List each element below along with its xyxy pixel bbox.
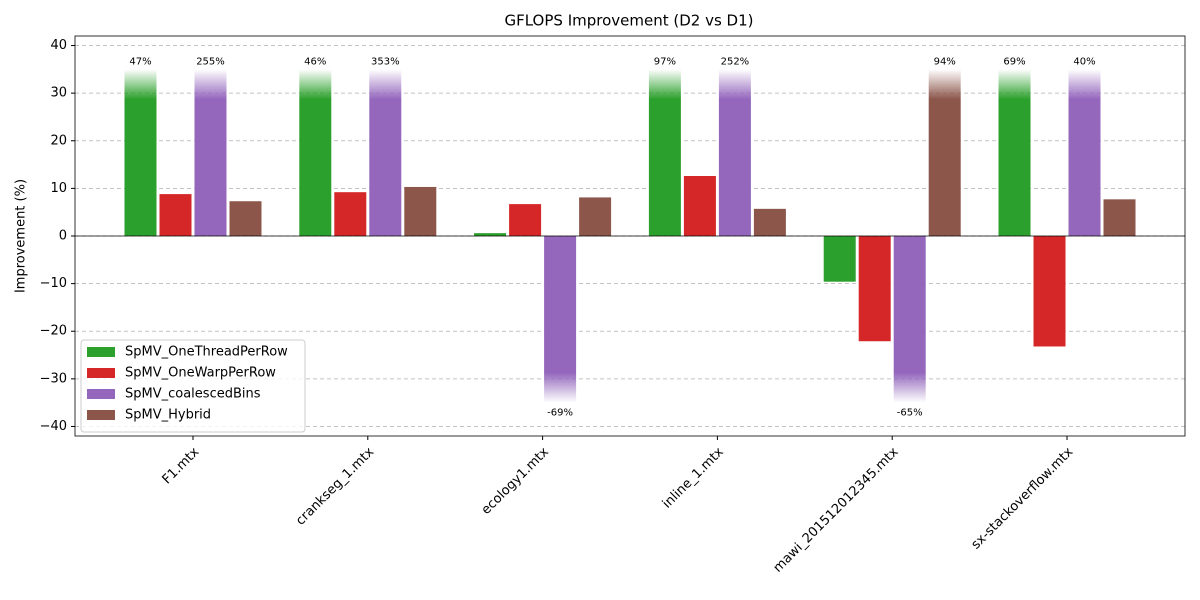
bar	[229, 201, 262, 236]
x-tick-label: ecology1.mtx	[479, 444, 552, 517]
legend-swatch	[87, 410, 115, 420]
y-tick-label: 40	[50, 38, 67, 53]
value-label: 94%	[934, 56, 956, 67]
y-axis-label: Improvement (%)	[14, 179, 29, 293]
value-label: 40%	[1073, 56, 1095, 67]
bar	[334, 192, 367, 236]
bar	[194, 69, 227, 236]
x-tick-label: F1.mtx	[160, 444, 203, 487]
y-tick-label: 30	[50, 86, 67, 101]
y-tick-label: −20	[40, 324, 67, 339]
legend-swatch	[87, 347, 115, 357]
value-label: -65%	[897, 408, 923, 419]
bar	[1103, 199, 1136, 236]
bar	[509, 204, 542, 236]
value-label: 252%	[721, 56, 750, 67]
bar	[998, 69, 1031, 236]
bar	[718, 69, 751, 236]
bar	[1068, 69, 1101, 236]
x-tick-label: sx-stackoverflow.mtx	[969, 444, 1077, 552]
value-label: 69%	[1003, 56, 1025, 67]
value-label: 353%	[371, 56, 400, 67]
legend-label: SpMV_OneWarpPerRow	[125, 366, 276, 381]
bar	[858, 236, 891, 342]
value-label: 97%	[654, 56, 676, 67]
y-tick-label: 10	[50, 181, 67, 196]
bar	[474, 233, 507, 236]
bar	[753, 208, 786, 236]
chart-title: GFLOPS Improvement (D2 vs D1)	[504, 12, 753, 30]
legend: SpMV_OneThreadPerRow SpMV_OneWarpPerRow Sp…	[80, 339, 306, 433]
y-tick-label: −10	[40, 276, 67, 291]
bar	[299, 69, 332, 236]
y-tick-label: 0	[59, 229, 67, 244]
bar	[579, 197, 612, 236]
bar	[369, 69, 402, 236]
legend-swatch	[87, 389, 115, 399]
bar	[928, 69, 961, 236]
bar	[404, 186, 437, 236]
bar	[124, 69, 157, 236]
legend-label: SpMV_Hybrid	[125, 408, 211, 423]
value-label: 255%	[196, 56, 225, 67]
bar	[544, 236, 577, 403]
value-label: -69%	[547, 408, 573, 419]
legend-label: SpMV_OneThreadPerRow	[125, 345, 288, 360]
legend-swatch	[87, 368, 115, 378]
y-tick-label: −30	[40, 371, 67, 386]
bar	[648, 69, 681, 236]
x-tick-label: mawi_201512012345.mtx	[771, 444, 902, 575]
bar	[893, 236, 926, 403]
value-label: 46%	[304, 56, 326, 67]
bar	[159, 194, 192, 236]
x-tick-label: crankseg_1.mtx	[293, 444, 377, 528]
legend-label: SpMV_coalescedBins	[125, 387, 261, 402]
bar	[823, 236, 856, 282]
y-tick-label: 20	[50, 133, 67, 148]
legend-box	[80, 339, 306, 433]
bar	[683, 176, 716, 236]
bar	[1033, 236, 1066, 347]
plot-frame	[74, 35, 1186, 437]
x-tick-label: inline_1.mtx	[660, 444, 727, 511]
y-tick-label: −40	[40, 419, 67, 434]
value-label: 47%	[129, 56, 151, 67]
